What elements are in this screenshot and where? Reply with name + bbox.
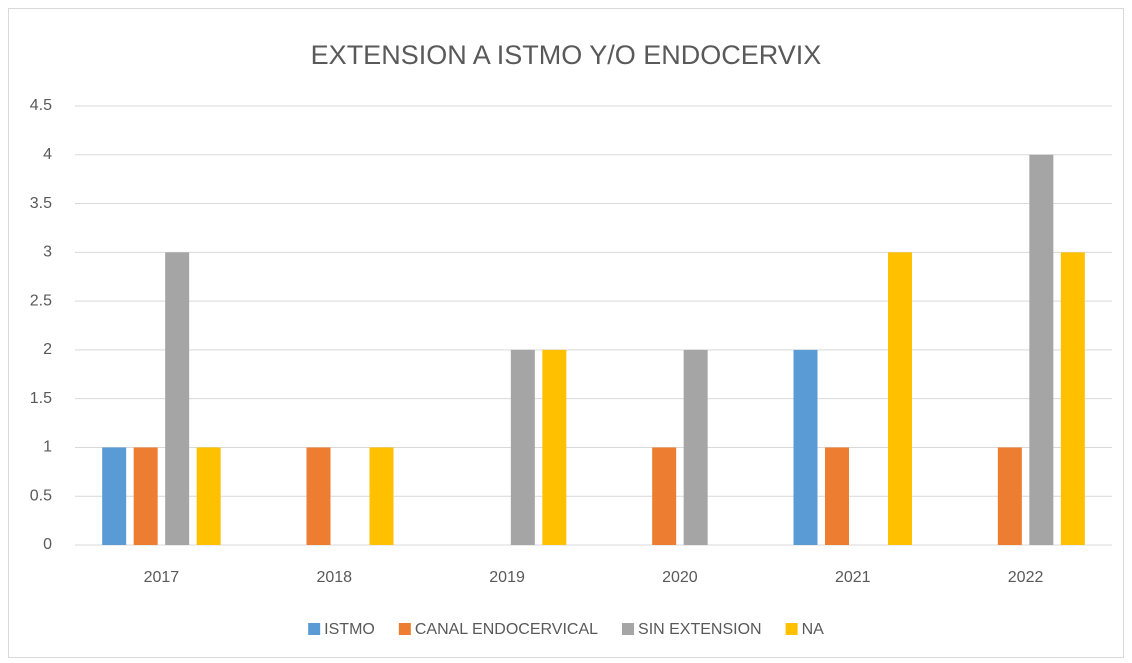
bar — [196, 447, 221, 545]
y-tick-label: 0 — [43, 536, 52, 553]
legend-label: CANAL ENDOCERVICAL — [415, 621, 598, 638]
x-tick-label: 2018 — [316, 569, 352, 586]
bar — [369, 447, 394, 545]
chart-frame — [8, 8, 1124, 658]
legend-swatch — [785, 623, 798, 635]
bar — [888, 252, 912, 546]
bar — [510, 349, 535, 545]
bar — [793, 349, 818, 545]
y-tick-label: 1 — [43, 439, 52, 456]
bar — [542, 349, 567, 545]
legend-label: SIN EXTENSION — [638, 621, 762, 638]
bar — [165, 252, 190, 546]
x-tick-label: 2022 — [1008, 569, 1044, 586]
y-tick-label: 4 — [43, 146, 52, 163]
y-tick-label: 2 — [43, 341, 52, 358]
x-tick-label: 2020 — [662, 569, 698, 586]
bar — [102, 447, 127, 545]
legend-swatch — [622, 623, 635, 635]
y-tick-label: 3 — [43, 244, 52, 261]
y-tick-label: 1.5 — [30, 390, 52, 407]
x-tick-label: 2017 — [144, 569, 180, 586]
bar — [825, 447, 849, 545]
bar — [1029, 154, 1054, 545]
y-tick-label: 3.5 — [30, 195, 52, 212]
legend-swatch — [308, 623, 321, 635]
bar — [1060, 252, 1085, 546]
y-tick-label: 4.5 — [30, 97, 52, 114]
bar — [997, 447, 1022, 545]
x-tick-label: 2019 — [489, 569, 525, 586]
bar — [652, 447, 677, 545]
x-tick-label: 2021 — [835, 569, 871, 586]
legend-label: ISTMO — [324, 621, 375, 638]
legend-swatch — [398, 623, 411, 635]
bar — [683, 349, 708, 545]
bar — [133, 447, 158, 545]
legend-label: NA — [802, 621, 825, 638]
bar — [306, 447, 331, 545]
chart-title: EXTENSION A ISTMO Y/O ENDOCERVIX — [311, 40, 822, 70]
y-tick-label: 2.5 — [30, 292, 52, 309]
y-tick-label: 0.5 — [30, 487, 52, 504]
